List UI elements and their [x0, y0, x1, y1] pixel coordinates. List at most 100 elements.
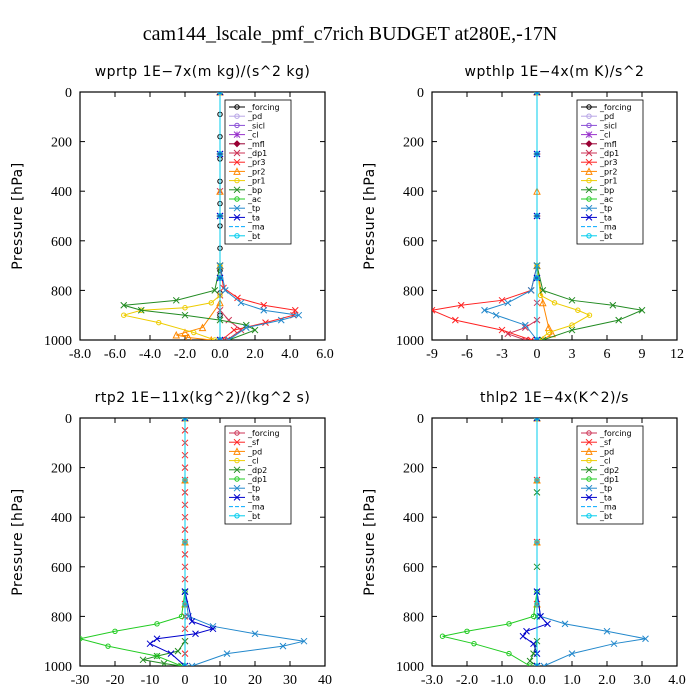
x-tick-label: -2.0 [174, 347, 196, 362]
legend-entry: _ma [247, 503, 265, 512]
legend-marker [586, 233, 592, 239]
series-point_tp [642, 635, 649, 643]
series-point_ta [216, 336, 224, 340]
legend-entry: _pr3 [247, 158, 265, 167]
series-point_bp [211, 287, 219, 294]
series-point_ta [537, 613, 544, 620]
series-point_pr3 [291, 306, 299, 314]
panel-title: thlp2 1E−4x(K^2)/s [480, 390, 629, 406]
legend-entry: _pr2 [247, 167, 265, 176]
series-point_bp [568, 296, 576, 304]
legend-entry: _sicl [599, 121, 617, 130]
x-tick-label: -2.0 [456, 673, 478, 688]
x-tick-label: 4.0 [281, 347, 299, 362]
series-point_dp1 [527, 663, 533, 666]
legend-entry: _cl [599, 131, 611, 140]
legend-entry: _ma [599, 503, 617, 512]
legend-entry: _ta [599, 493, 612, 502]
legend-marker [585, 149, 593, 157]
series-point_bp [615, 316, 623, 324]
legend-marker [234, 177, 240, 184]
legend-marker [234, 513, 240, 519]
series-point_tp [610, 640, 618, 648]
x-tick-label: 3.0 [633, 673, 651, 688]
series-point_pr1 [121, 312, 127, 318]
x-tick-label: -3.0 [421, 673, 443, 688]
legend-box [224, 99, 292, 245]
series-point_ta [533, 92, 541, 96]
series-point_ta [167, 650, 175, 657]
legend-marker [233, 158, 241, 166]
y-tick-label: 1000 [44, 660, 72, 675]
series-point_dp1 [105, 643, 111, 649]
series-point_pr2 [185, 333, 192, 340]
y-tick-label: 600 [403, 235, 424, 250]
series-point_tp [527, 287, 535, 294]
series-point_tp [504, 299, 512, 307]
x-tick-label: 6.0 [316, 347, 334, 362]
x-tick-label: 30 [283, 673, 297, 688]
series-point_pr1 [569, 322, 575, 328]
y-tick-label: 800 [51, 610, 72, 625]
legend-marker [586, 196, 592, 202]
legend-marker [586, 113, 592, 119]
series-point_pr1 [545, 329, 552, 336]
series-point_bt [534, 477, 540, 483]
legend-entry: _bt [247, 512, 260, 521]
legend-entry: _bp [247, 186, 262, 195]
x-tick-label: -4.0 [139, 347, 161, 362]
legend-entry: _ta [599, 213, 612, 222]
legend-marker [585, 447, 593, 455]
plot-area: wprtp 1E−7x(m kg)/(s^2 kg) Pressure [hPa]… [10, 64, 686, 688]
series-point_bt [182, 477, 188, 483]
series-point_tp [295, 311, 303, 319]
y-tick-label: 400 [403, 185, 424, 200]
series-point_bt [534, 663, 540, 666]
legend-marker [233, 186, 241, 194]
series-point_pr3 [498, 296, 506, 304]
series-point_bp [181, 311, 189, 319]
legend-entry: _dp1 [599, 149, 619, 158]
y-tick-label: 800 [403, 284, 424, 299]
series-point_dp2 [526, 657, 534, 665]
series-point_ta [523, 627, 530, 635]
series-point_bp [609, 301, 617, 309]
series-point_dp1 [178, 663, 185, 666]
legend-entry: _ac [247, 195, 261, 204]
series-line_dp1 [506, 92, 538, 340]
legend-entry: _pr2 [599, 167, 617, 176]
legend-marker [233, 149, 241, 157]
series-point_tp [603, 627, 611, 635]
legend-marker [586, 122, 592, 129]
series-point_pr1 [208, 300, 214, 306]
x-tick-label: -10 [141, 673, 160, 688]
legend: _forcing_pd_sicl_cl_mfl_dp1_pr3_pr2_pr1_… [224, 99, 292, 245]
x-tick-label: -1.0 [491, 673, 513, 688]
y-tick-label: 800 [51, 284, 72, 299]
legend-entry: _tp [247, 204, 260, 213]
legend-marker [586, 177, 592, 184]
legend-marker [585, 186, 593, 194]
legend-entry: _dp1 [599, 475, 619, 484]
x-tick-label: 0 [534, 347, 541, 362]
x-tick-label: 2.0 [598, 673, 616, 688]
legend-entry: _mfl [247, 140, 265, 149]
legend-entry: _pd [247, 112, 262, 121]
series-point_dp1 [178, 613, 185, 620]
legend-entry: _ac [599, 195, 613, 204]
x-tick-label: 10 [213, 673, 227, 688]
y-tick-label: 200 [403, 136, 424, 151]
legend-entry: _dp1 [247, 149, 267, 158]
x-tick-label: 40 [318, 673, 332, 688]
series-point_dp1 [154, 621, 160, 627]
series-point_pr3 [527, 336, 535, 340]
series-point_tp [492, 311, 500, 319]
legend-marker [586, 513, 592, 519]
legend-marker [233, 438, 241, 446]
series-point_bp [539, 287, 547, 294]
x-tick-label: -6 [461, 347, 473, 362]
series-point_pr1 [212, 337, 218, 340]
legend-marker [234, 233, 240, 239]
plot-frame [79, 91, 326, 341]
